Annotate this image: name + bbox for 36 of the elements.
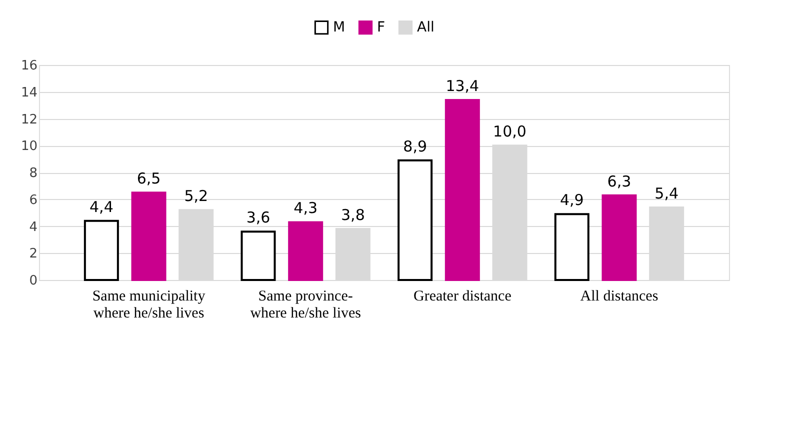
bar <box>131 192 166 281</box>
x-tick-label: Greater distance <box>413 288 512 304</box>
y-tick-label: 16 <box>20 58 38 74</box>
data-label: 4,4 <box>90 198 114 216</box>
bar <box>444 98 480 281</box>
x-tick-label: All distances <box>580 288 658 304</box>
bar <box>602 194 637 281</box>
y-tick-label: 2 <box>29 246 38 262</box>
y-tick-label: 10 <box>20 139 38 154</box>
data-label: 5,4 <box>654 184 678 202</box>
legend-label: All <box>417 20 434 36</box>
data-label: 3,8 <box>341 206 365 224</box>
data-label: 10,0 <box>493 122 526 141</box>
y-tick-label: 0 <box>29 274 38 288</box>
y-tick-label: 6 <box>29 192 38 208</box>
data-label: 5,2 <box>184 187 208 206</box>
data-label: 4,9 <box>560 191 584 210</box>
data-label: 6,5 <box>136 170 161 188</box>
x-tick-label: Same municipality where he/she lives <box>92 288 206 322</box>
bar <box>288 221 324 281</box>
data-label: 13,4 <box>446 76 480 95</box>
y-tick-label: 14 <box>20 85 38 100</box>
bar <box>240 230 276 281</box>
y-tick-label: 8 <box>29 166 38 181</box>
y-tick-label: 12 <box>20 112 38 128</box>
data-label: 3,6 <box>246 208 270 227</box>
x-tick-label: Same province-where he/she lives <box>250 288 362 322</box>
legend-label: F <box>377 20 386 36</box>
data-label: 4,3 <box>294 199 318 218</box>
data-label: 6,3 <box>607 172 632 190</box>
bar <box>84 220 119 281</box>
bar <box>398 159 433 281</box>
data-label: 8,9 <box>403 137 427 156</box>
bar <box>554 213 590 281</box>
legend-label: M <box>333 20 346 36</box>
y-tick-label: 4 <box>29 220 38 235</box>
